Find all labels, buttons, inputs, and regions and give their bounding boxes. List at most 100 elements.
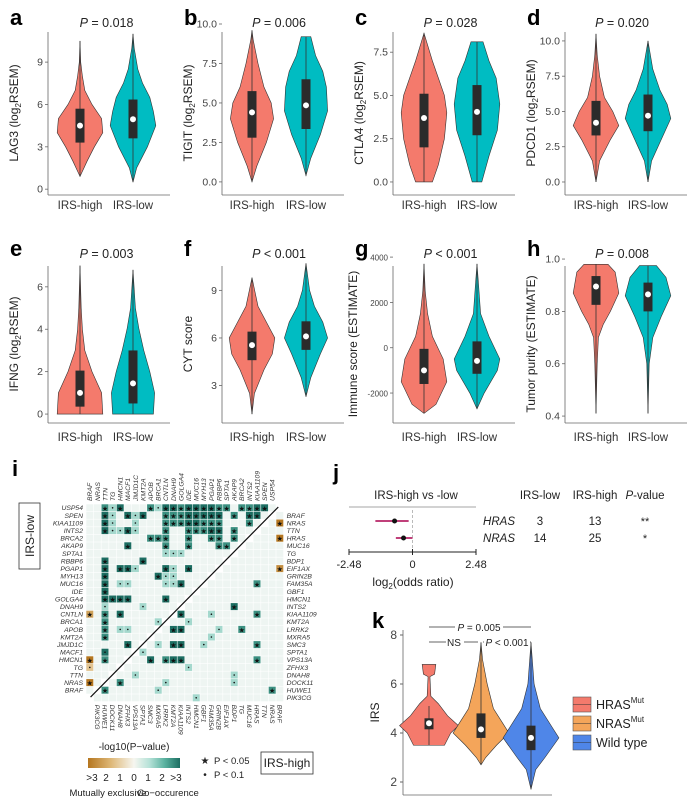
heatmap-cell	[253, 671, 261, 679]
heatmap-cell-significant	[124, 565, 132, 573]
row-label-irs-high: ZFHX3	[286, 665, 309, 672]
x-tick-label: IRS-high	[230, 432, 275, 444]
significance-dot	[127, 583, 129, 585]
significance-star: ★	[163, 528, 169, 536]
significance-star: ★	[102, 528, 108, 536]
heatmap-cell	[261, 656, 269, 664]
heatmap-cell-significant	[238, 625, 246, 633]
heatmap-cell	[200, 648, 208, 656]
heatmap-cell	[207, 671, 215, 679]
heatmap-cell-significant	[207, 504, 215, 512]
heatmap-cell	[109, 572, 117, 580]
significance-star: ★	[254, 642, 260, 650]
heatmap-cell	[93, 625, 101, 633]
significance-star: ★	[277, 566, 283, 574]
heatmap-cell	[230, 633, 238, 641]
heatmap-cell	[162, 603, 170, 611]
x-tick-label: -2.48	[336, 559, 361, 571]
heatmap-cell	[276, 557, 284, 565]
heatmap-cell	[215, 671, 223, 679]
irs-high-label: IRS-high	[264, 756, 311, 770]
heatmap-cell	[169, 618, 177, 626]
significance-star: ★	[254, 512, 260, 520]
x-tick-label: IRS-low	[286, 200, 327, 212]
row-label-irs-high: DNAH8	[287, 672, 310, 679]
heatmap-cell	[131, 633, 139, 641]
significance-star: ★	[147, 657, 153, 665]
heatmap-cell	[261, 527, 269, 535]
heatmap-cell	[86, 595, 94, 603]
y-axis-label: CTLA4 (log2RSEM)	[352, 61, 368, 165]
heatmap-cell	[253, 633, 261, 641]
heatmap-cell-significant	[185, 519, 193, 527]
heatmap-cell	[238, 671, 246, 679]
heatmap-cell	[268, 572, 276, 580]
heatmap-cell	[169, 671, 177, 679]
heatmap-cell	[93, 511, 101, 519]
significance-dot	[165, 583, 167, 585]
heatmap-cell	[154, 610, 162, 618]
dot-legend-text: P < 0.1	[214, 770, 244, 781]
heatmap-cell	[169, 663, 177, 671]
x-tick-label: IRS-low	[457, 200, 498, 212]
heatmap-cell	[109, 618, 117, 626]
y-tick-label: 9	[37, 57, 43, 69]
p-value-title: P < 0.001	[424, 247, 478, 261]
col-label-irs-high: SPTA1	[139, 705, 146, 726]
heatmap-cell	[253, 625, 261, 633]
heatmap-cell	[245, 595, 253, 603]
col-label-irs-low: GOLGA4	[178, 473, 185, 501]
heatmap-cell	[93, 527, 101, 535]
significance-dot	[165, 552, 167, 555]
heatmap-cell	[185, 625, 193, 633]
p-value: = 0.028	[432, 16, 478, 30]
significance-star: ★	[208, 512, 214, 520]
heatmap-cell	[245, 572, 253, 580]
heatmap-cell	[177, 587, 185, 595]
y-axis-label: Immune score (ESTIMATE)	[346, 271, 360, 417]
col-label-irs-high: GRIN2B	[215, 705, 222, 731]
x-tick-label: IRS-high	[402, 200, 447, 212]
x-tick-label: IRS-low	[113, 432, 154, 444]
heatmap-cell-significant	[192, 527, 200, 535]
col-label-irs-high: BDP1	[230, 705, 237, 723]
heatmap-cell-significant	[177, 625, 185, 633]
heatmap-cell	[116, 572, 124, 580]
heatmap-cell	[192, 648, 200, 656]
irs-high-box	[591, 100, 601, 136]
row-label-irs-low: TG	[74, 665, 83, 672]
heatmap-cell	[139, 625, 147, 633]
irs-high-count: 25	[589, 533, 602, 545]
p-value: < 0.001	[432, 247, 478, 261]
col-label-irs-low: IDE	[186, 489, 193, 501]
row-label-irs-high: SMC3	[287, 642, 306, 649]
significance-star: ★	[239, 626, 245, 634]
heatmap-cell-significant	[185, 511, 193, 519]
heatmap-cell-significant	[177, 504, 185, 512]
heatmap-cell	[139, 549, 147, 557]
heatmap-cell-significant	[101, 686, 109, 694]
significance-star: ★	[246, 520, 252, 528]
heatmap-cell	[86, 686, 94, 694]
heatmap-cell	[139, 580, 147, 588]
y-tick-label: 7.5	[545, 71, 560, 83]
heatmap-cell	[185, 587, 193, 595]
col-label-irs-high: TG	[237, 705, 244, 714]
heatmap-cell	[131, 641, 139, 649]
heatmap-cell-significant	[154, 534, 162, 542]
heatmap-cell	[93, 648, 101, 656]
row-label-irs-low: BRAF	[65, 688, 84, 695]
heatmap-cell-significant	[101, 565, 109, 573]
heatmap-cell	[139, 587, 147, 595]
heatmap-cell	[192, 595, 200, 603]
heatmap-cell	[276, 595, 284, 603]
col-label-irs-high: SMC3	[146, 705, 153, 724]
col-label-irs-low: TG	[110, 492, 117, 501]
heatmap-cell	[238, 686, 246, 694]
heatmap-cell	[109, 679, 117, 687]
heatmap-cell	[230, 648, 238, 656]
heatmap-cell	[223, 679, 231, 687]
heatmap-cell	[223, 572, 231, 580]
heatmap-cell-significant	[238, 504, 246, 512]
